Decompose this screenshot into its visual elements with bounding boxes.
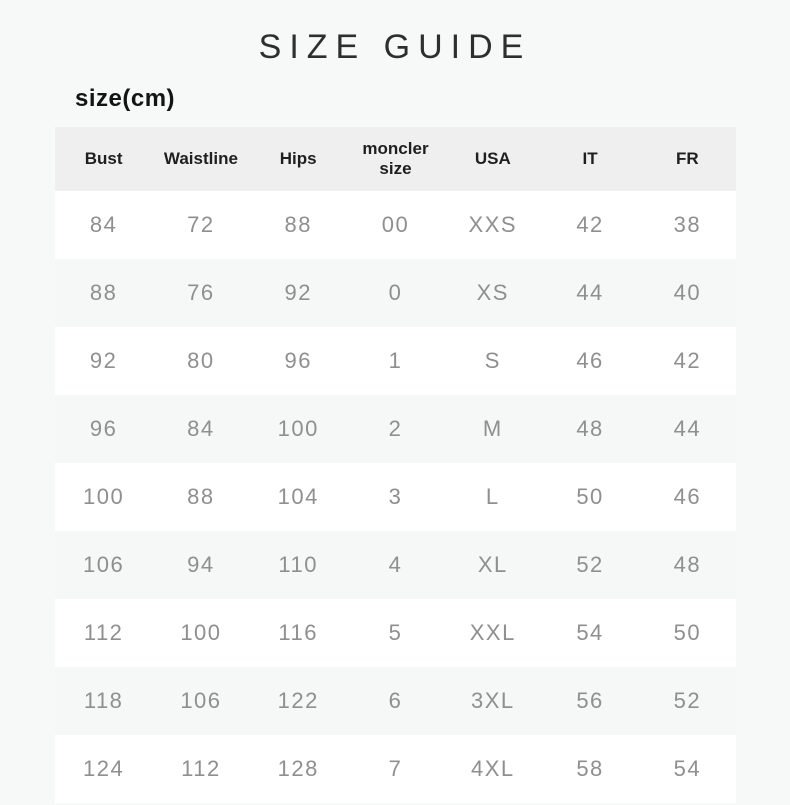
table-cell: 00 [381,212,410,237]
table-cell: 40 [673,280,702,305]
table-row: 112 100 116 5 XXL 54 50 [55,599,736,667]
table-cell: M [482,416,503,441]
table-cell: 106 [180,688,222,713]
table-cell: 88 [284,212,312,237]
table-cell: 88 [89,280,118,305]
table-cell: 44 [673,416,702,441]
table-row: 96 84 100 2 M 48 44 [55,395,736,463]
table-cell: 4 [388,552,403,577]
table-cell: 92 [284,280,312,305]
column-header: moncler size [362,139,429,178]
table-cell: 52 [673,688,702,713]
table-row: 100 88 104 3 L 50 46 [55,463,736,531]
table-row: 84 72 88 00 XXS 42 38 [55,191,736,259]
table-cell: 100 [277,416,319,441]
table-cell: 42 [576,212,604,237]
table-cell: 100 [83,484,125,509]
table-cell: 50 [576,484,604,509]
table-cell: 4XL [470,756,515,781]
table-cell: 6 [388,688,403,713]
table-cell: 110 [278,552,318,577]
table-cell: 46 [673,484,702,509]
table-cell: 128 [277,756,319,781]
table-cell: XXS [468,212,518,237]
table-cell: 92 [89,348,118,373]
table-cell: XL [477,552,508,577]
table-cell: 116 [278,620,318,645]
table-cell: L [485,484,500,509]
column-header: IT [582,149,598,168]
table-cell: 56 [576,688,604,713]
column-header: FR [676,149,699,168]
table-cell: S [484,348,501,373]
table-cell: 0 [388,280,403,305]
table-cell: 7 [388,756,403,781]
table-cell: 100 [180,620,222,645]
table-cell: 54 [576,620,604,645]
table-cell: 124 [83,756,125,781]
table-cell: 54 [673,756,702,781]
column-header: USA [474,149,511,168]
table-cell: 52 [576,552,604,577]
table-header-row: Bust Waistline Hips moncler size USA IT FR [55,127,736,191]
table-cell: XS [476,280,509,305]
table-cell: 112 [83,620,124,645]
table-row: 106 94 110 4 XL 52 48 [55,531,736,599]
column-header: Bust [84,149,123,168]
table-cell: 80 [187,348,215,373]
table-row: 124 112 128 7 4XL 58 54 [55,735,736,803]
table-cell: 5 [388,620,403,645]
table-cell: 84 [187,416,215,441]
table-row: 92 80 96 1 S 46 42 [55,327,736,395]
table-cell: 3 [388,484,403,509]
table-cell: 84 [89,212,118,237]
table-cell: 112 [181,756,221,781]
table-cell: 104 [277,484,319,509]
table-cell: 38 [673,212,702,237]
table-cell: 88 [187,484,215,509]
table-cell: 122 [277,688,319,713]
table-cell: 42 [673,348,702,373]
table-cell: 106 [83,552,125,577]
table-cell: 48 [673,552,702,577]
table-cell: 50 [673,620,702,645]
column-header: Hips [279,149,317,168]
table-cell: 48 [576,416,604,441]
table-cell: 96 [284,348,312,373]
table-cell: 76 [187,280,215,305]
table-cell: 3XL [470,688,515,713]
table-cell: 94 [187,552,215,577]
table-cell: 58 [576,756,604,781]
column-header: Waistline [163,149,238,168]
page-title: SIZE GUIDE [258,28,532,66]
table-cell: 2 [388,416,403,441]
table-row: 88 76 92 0 XS 44 40 [55,259,736,327]
size-unit-label: size(cm) [75,85,176,112]
table-cell: 118 [83,688,124,713]
table-cell: 96 [89,416,118,441]
table-cell: 72 [187,212,215,237]
table-cell: 1 [388,348,403,373]
table-body: 84 72 88 00 XXS 42 38 88 76 92 0 XS 44 40 92 80 96 1 S 46 42… [55,191,736,803]
size-guide-table: Bust Waistline Hips moncler size USA IT FR 84 7… [55,127,736,803]
table-cell: XXL [469,620,516,645]
table-cell: 46 [576,348,604,373]
table-row: 118 106 122 6 3XL 56 52 [55,667,736,735]
table-cell: 44 [576,280,604,305]
